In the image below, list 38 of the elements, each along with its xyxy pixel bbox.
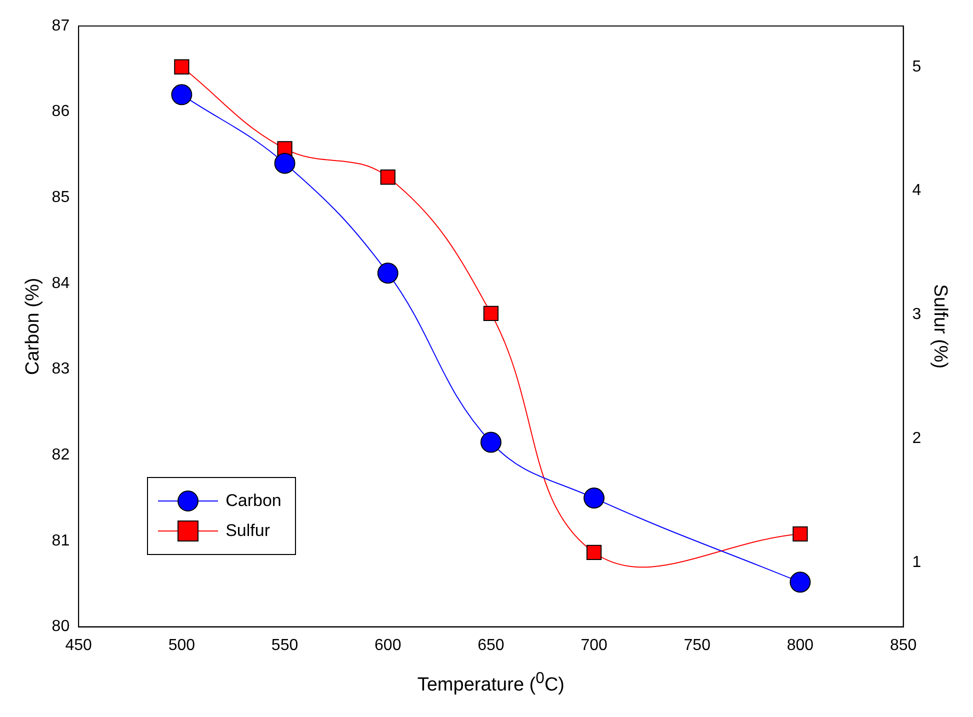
point bbox=[586, 544, 602, 560]
point bbox=[174, 59, 190, 74]
x-tick-label: 600 bbox=[374, 636, 402, 654]
y-axis-title: Carbon (%) bbox=[22, 278, 44, 375]
y2-tick-label: 5 bbox=[912, 58, 922, 76]
y-tick-label: 80 bbox=[52, 618, 70, 636]
point bbox=[480, 432, 502, 453]
y-tick-label: 83 bbox=[52, 360, 70, 378]
x-tick-label: 800 bbox=[786, 636, 814, 654]
x-tick-label: 450 bbox=[65, 636, 92, 654]
y2-tick-label: 3 bbox=[912, 306, 922, 324]
point bbox=[171, 84, 192, 106]
legend-label: Sulfur bbox=[226, 520, 270, 541]
y-tick-label: 86 bbox=[52, 103, 70, 120]
point bbox=[380, 170, 396, 185]
x-tick-label: 650 bbox=[478, 636, 504, 654]
legend-label: Carbon bbox=[226, 490, 282, 511]
x-tick-label: 700 bbox=[580, 636, 608, 654]
y-tick-label: 87 bbox=[52, 17, 70, 34]
y-tick-label: 85 bbox=[52, 189, 70, 206]
point bbox=[274, 152, 296, 174]
point bbox=[792, 526, 808, 542]
x-axis-title: Temperature ($^{0}$C) bbox=[416, 670, 566, 696]
y2-tick-label: 2 bbox=[912, 430, 922, 447]
x-tick-label: 750 bbox=[684, 636, 711, 654]
point bbox=[584, 488, 605, 509]
x-tick-label: 550 bbox=[271, 636, 298, 654]
point bbox=[790, 572, 811, 593]
y2-tick-label: 1 bbox=[912, 554, 922, 571]
x-tick-label: 850 bbox=[890, 636, 917, 654]
y-tick-label: 81 bbox=[52, 532, 70, 550]
y2-tick-label: 4 bbox=[912, 182, 922, 200]
y-tick-label: 84 bbox=[52, 274, 70, 292]
y-tick-label: 82 bbox=[52, 446, 70, 464]
point bbox=[377, 262, 398, 284]
point bbox=[483, 306, 499, 321]
y2-axis-title: Sulfur (%) bbox=[929, 284, 950, 369]
x-tick-label: 500 bbox=[168, 636, 196, 654]
